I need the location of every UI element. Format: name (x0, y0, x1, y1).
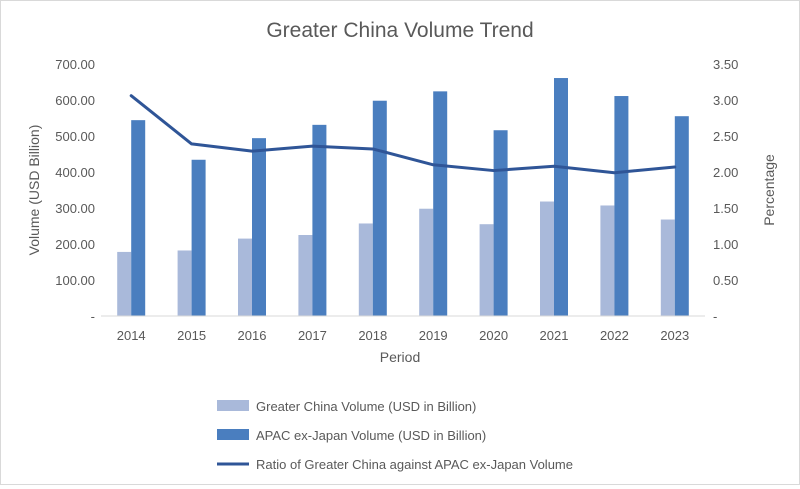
y2-tick-label: 1.50 (713, 201, 738, 216)
y2-axis-title: Percentage (761, 154, 777, 226)
legend-swatch (217, 429, 249, 440)
bar-2015-0 (177, 250, 192, 316)
y-axis-title: Volume (USD Billion) (26, 125, 42, 256)
x-tick-label: 2016 (238, 328, 267, 343)
bar-2014-0 (117, 251, 132, 316)
bar-2016-0 (238, 238, 252, 316)
bar-2018-1 (372, 100, 387, 316)
x-axis-title: Period (380, 349, 420, 365)
legend-item-2: Ratio of Greater China against APAC ex-J… (217, 457, 573, 472)
bar-series-0 (117, 201, 675, 316)
chart-title: Greater China Volume Trend (266, 19, 533, 42)
bar-2018-0 (358, 223, 373, 316)
bar-2019-1 (433, 91, 448, 316)
x-tick-label: 2022 (600, 328, 629, 343)
x-tick-label: 2020 (479, 328, 508, 343)
y2-tick-label: 3.50 (713, 57, 738, 72)
legend-item-1: APAC ex-Japan Volume (USD in Billion) (217, 428, 486, 443)
y-tick-label: 100.00 (55, 273, 95, 288)
bar-2021-1 (554, 78, 568, 316)
bar-2022-1 (614, 96, 629, 316)
y-tick-label: 400.00 (55, 165, 95, 180)
legend-label: Greater China Volume (USD in Billion) (256, 399, 476, 414)
bar-2023-0 (660, 219, 675, 316)
legend: Greater China Volume (USD in Billion) APA… (217, 399, 573, 472)
bar-2014-1 (131, 120, 146, 316)
bar-2021-0 (540, 201, 554, 316)
bar-2016-1 (252, 138, 266, 316)
y-axis-left: - 100.00 200.00 300.00 400.00 500.00 600.00 700… (55, 57, 95, 324)
y-tick-label: 700.00 (55, 57, 95, 72)
legend-item-0: Greater China Volume (USD in Billion) (217, 399, 476, 414)
bar-2017-0 (298, 235, 313, 316)
bar-2017-1 (312, 124, 327, 316)
bar-series-1 (131, 78, 689, 316)
plot-area (101, 78, 705, 317)
x-tick-label: 2014 (117, 328, 146, 343)
x-tick-label: 2017 (298, 328, 327, 343)
x-axis: 2014 2015 2016 2017 2018 2019 2020 2021 2022 2023 (117, 328, 690, 343)
legend-swatch (217, 400, 249, 411)
bar-2020-1 (493, 130, 508, 316)
y2-tick-label: 2.00 (713, 165, 738, 180)
y2-tick-label: 3.00 (713, 93, 738, 108)
bar-2015-1 (191, 159, 206, 316)
y2-tick-label: - (713, 309, 717, 324)
bar-2023-1 (674, 116, 689, 316)
y-axis-right: - 0.50 1.00 1.50 2.00 2.50 3.00 3.50 (713, 57, 738, 324)
y2-tick-label: 2.50 (713, 129, 738, 144)
legend-label: APAC ex-Japan Volume (USD in Billion) (256, 428, 486, 443)
y-tick-label: - (91, 309, 95, 324)
y-tick-label: 600.00 (55, 93, 95, 108)
legend-label: Ratio of Greater China against APAC ex-J… (256, 457, 573, 472)
y-tick-label: 200.00 (55, 237, 95, 252)
ratio-line (129, 94, 677, 175)
bar-2022-0 (600, 205, 615, 316)
y-tick-label: 500.00 (55, 129, 95, 144)
bar-2020-0 (479, 224, 494, 316)
x-tick-label: 2018 (358, 328, 387, 343)
x-tick-label: 2019 (419, 328, 448, 343)
x-tick-label: 2015 (177, 328, 206, 343)
bar-2019-0 (419, 208, 434, 316)
y-tick-label: 300.00 (55, 201, 95, 216)
x-tick-label: 2021 (540, 328, 569, 343)
x-tick-label: 2023 (660, 328, 689, 343)
y2-tick-label: 0.50 (713, 273, 738, 288)
y2-tick-label: 1.00 (713, 237, 738, 252)
